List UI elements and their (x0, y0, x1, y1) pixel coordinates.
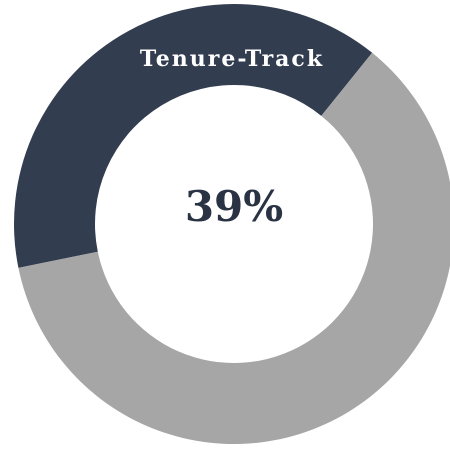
center-label: 39% (185, 182, 283, 231)
slice-label: Tenure-Track (140, 46, 324, 72)
slice (13, 3, 373, 268)
slice (18, 52, 450, 444)
slices (13, 3, 450, 444)
